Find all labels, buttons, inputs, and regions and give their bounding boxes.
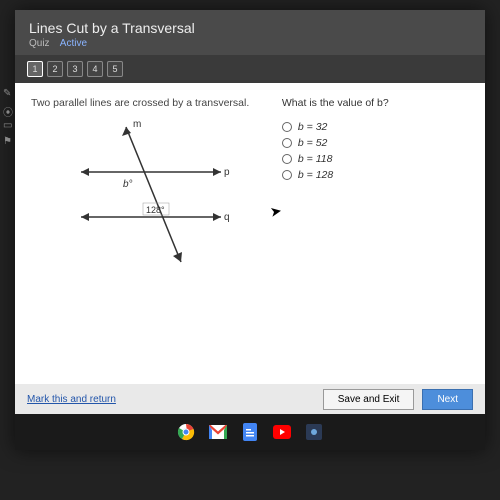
qnum-1[interactable]: 1	[27, 61, 43, 77]
content-area: Two parallel lines are crossed by a tran…	[15, 83, 485, 393]
app-window: ✎ ⦿ ▭ ⚑ Lines Cut by a Transversal Quiz …	[15, 10, 485, 450]
taskbar	[15, 414, 485, 450]
pencil-icon[interactable]: ✎	[3, 88, 13, 98]
footer-bar: Mark this and return Save and Exit Next	[15, 384, 485, 414]
app-icon[interactable]	[305, 423, 323, 441]
problem-left: Two parallel lines are crossed by a tran…	[31, 97, 272, 379]
choice-label: b = 52	[298, 137, 328, 149]
question-text: What is the value of b?	[282, 97, 469, 109]
gmail-icon[interactable]	[209, 423, 227, 441]
choice-label: b = 118	[298, 153, 333, 165]
quiz-label: Quiz	[29, 38, 50, 49]
radio-icon[interactable]	[282, 154, 292, 164]
side-toolbar: ✎ ⦿ ▭ ⚑	[3, 88, 13, 146]
youtube-icon[interactable]	[273, 423, 291, 441]
diagram: m p q b° 128°	[51, 117, 251, 277]
choice-label: b = 32	[298, 121, 328, 133]
choice-3[interactable]: b = 118	[282, 153, 469, 165]
qnum-2[interactable]: 2	[47, 61, 63, 77]
active-label: Active	[60, 38, 87, 49]
problem-prompt: Two parallel lines are crossed by a tran…	[31, 97, 272, 109]
next-button[interactable]: Next	[422, 389, 473, 410]
doc-icon[interactable]: ▭	[3, 120, 13, 130]
docs-icon[interactable]	[241, 423, 259, 441]
qnum-5[interactable]: 5	[107, 61, 123, 77]
radio-icon[interactable]	[282, 122, 292, 132]
qnum-4[interactable]: 4	[87, 61, 103, 77]
label-p: p	[224, 167, 230, 178]
mark-return-link[interactable]: Mark this and return	[27, 394, 116, 405]
choice-4[interactable]: b = 128	[282, 169, 469, 181]
question-nav: 1 2 3 4 5	[15, 55, 485, 83]
save-exit-button[interactable]: Save and Exit	[323, 389, 415, 410]
choice-label: b = 128	[298, 169, 333, 181]
label-m: m	[133, 119, 141, 130]
problem-right: What is the value of b? b = 32 b = 52 b …	[272, 97, 469, 379]
qnum-3[interactable]: 3	[67, 61, 83, 77]
choice-1[interactable]: b = 32	[282, 121, 469, 133]
page-title: Lines Cut by a Transversal	[29, 20, 471, 36]
header: Lines Cut by a Transversal Quiz Active	[15, 10, 485, 55]
flag-icon[interactable]: ⚑	[3, 136, 13, 146]
subtitle: Quiz Active	[29, 38, 471, 49]
radio-icon[interactable]	[282, 170, 292, 180]
choice-2[interactable]: b = 52	[282, 137, 469, 149]
angle-128: 128°	[146, 205, 165, 215]
radio-icon[interactable]	[282, 138, 292, 148]
headphones-icon[interactable]: ⦿	[3, 104, 13, 114]
label-q: q	[224, 212, 230, 223]
angle-b: b°	[123, 179, 133, 190]
chrome-icon[interactable]	[177, 423, 195, 441]
